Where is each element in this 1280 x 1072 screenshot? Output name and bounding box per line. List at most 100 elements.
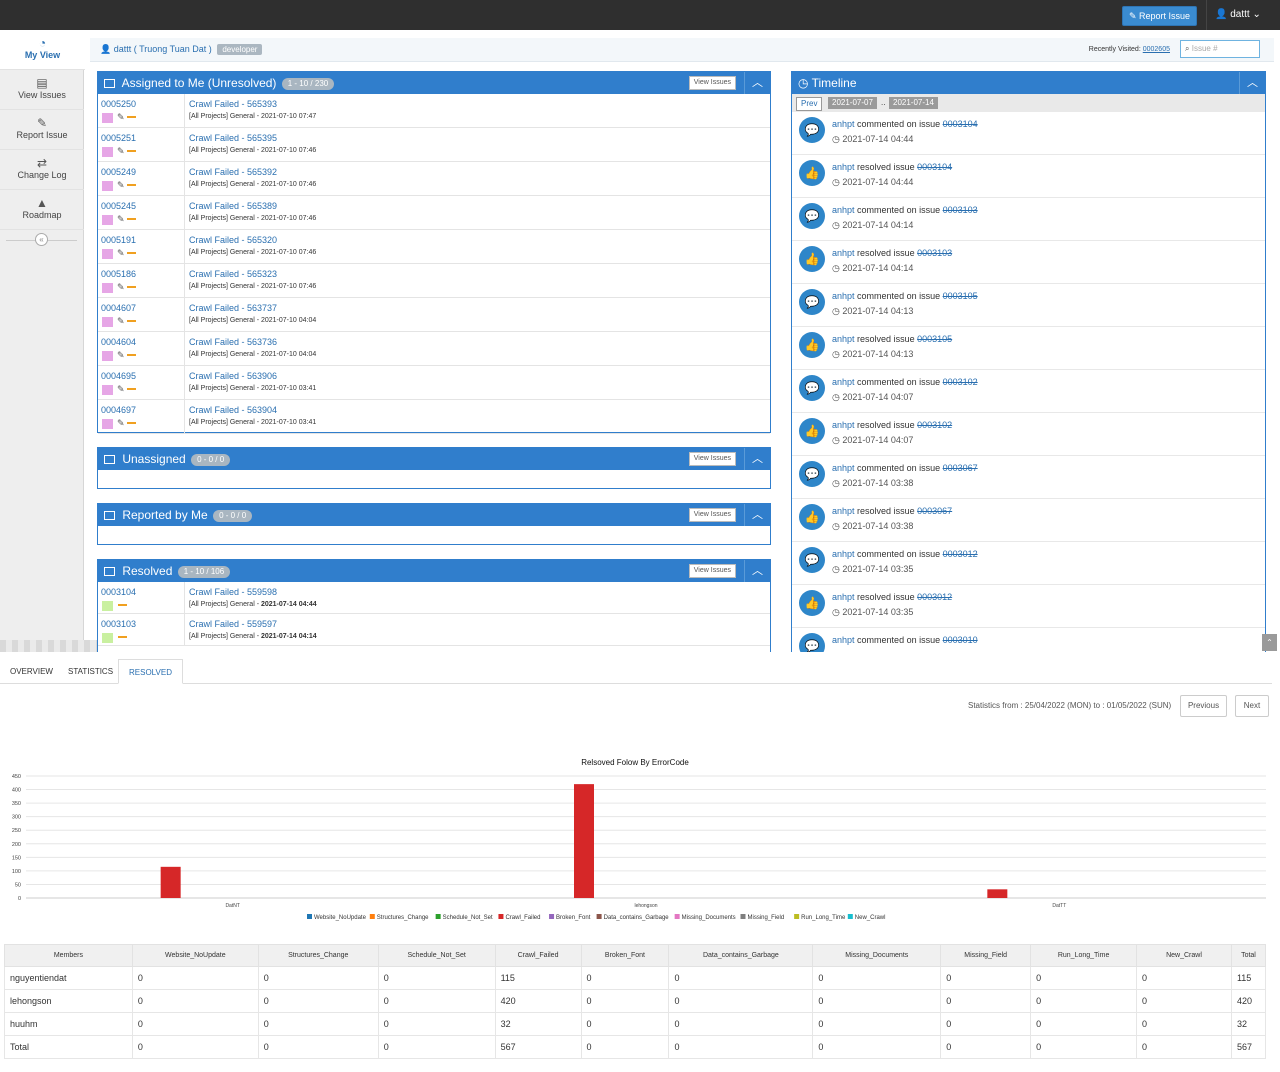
view-issues-button[interactable]: View Issues — [688, 76, 736, 90]
clock-icon: ◷ — [832, 134, 840, 144]
issue-summary-link[interactable]: Crawl Failed - 565393 — [189, 99, 278, 109]
clock-icon: ◷ — [832, 607, 840, 617]
timeline-user-link[interactable]: anhpt — [832, 420, 855, 430]
breadcrumb-user[interactable]: dattt ( Truong Tuan Dat ) — [113, 44, 212, 54]
next-button[interactable]: Next — [1235, 695, 1269, 717]
timeline-user-link[interactable]: anhpt — [832, 377, 855, 387]
timeline-time: 2021-07-14 03:38 — [842, 478, 914, 488]
issue-summary-link[interactable]: Crawl Failed - 563906 — [189, 371, 278, 381]
issue-summary-link[interactable]: Crawl Failed - 559597 — [189, 619, 278, 629]
issue-summary-link[interactable]: Crawl Failed - 565320 — [189, 235, 278, 245]
timeline-issue-link[interactable]: 0003104 — [942, 119, 978, 129]
timeline-prev-button[interactable]: Prev — [796, 97, 823, 111]
timeline-user-link[interactable]: anhpt — [832, 549, 855, 559]
chevron-up-icon[interactable]: ︿ — [1239, 72, 1265, 94]
timeline-issue-link[interactable]: 0003105 — [917, 334, 953, 344]
sidebar: ◔ My View ▤ View Issues ✎ Report Issue ⇄… — [0, 30, 85, 652]
issue-id-link[interactable]: 0004697 — [101, 405, 137, 415]
timeline-user-link[interactable]: anhpt — [832, 205, 855, 215]
user-menu[interactable]: 👤 dattt ⌄ — [1206, 0, 1280, 30]
collapse-icon[interactable]: « — [35, 233, 48, 246]
timeline-issue-link[interactable]: 0003103 — [917, 248, 953, 258]
issue-id-link[interactable]: 0005249 — [101, 167, 137, 177]
x-tick-label: DatNT — [225, 903, 239, 909]
timeline-user-link[interactable]: anhpt — [832, 635, 855, 645]
assigned-header: Assigned to Me (Unresolved) 1 - 10 / 230… — [98, 72, 770, 94]
issue-summary-link[interactable]: Crawl Failed - 563736 — [189, 337, 278, 347]
timeline-action: commented on issue — [857, 377, 941, 387]
issue-summary-link[interactable]: Crawl Failed - 565392 — [189, 167, 278, 177]
timeline-issue-link[interactable]: 0003012 — [917, 592, 953, 602]
timeline-date-to: 2021-07-14 — [889, 97, 938, 109]
report-issue-button[interactable]: ✎ Report Issue — [1122, 6, 1197, 26]
table-header-cell: Run_Long_Time — [1030, 944, 1138, 967]
table-cell: Total — [4, 1035, 133, 1059]
priority-icon — [127, 422, 136, 424]
issue-id-link[interactable]: 0003104 — [101, 587, 137, 597]
tab-statistics[interactable]: STATISTICS — [68, 667, 114, 676]
scroll-top-button[interactable]: ⌃ — [1262, 634, 1277, 651]
view-issues-button[interactable]: View Issues — [688, 452, 736, 466]
timeline-issue-link[interactable]: 0003010 — [942, 635, 978, 645]
timeline-user-link[interactable]: anhpt — [832, 291, 855, 301]
members-table: Members Website_NoUpdate Structures_Change… — [4, 944, 1267, 1059]
issue-id-link[interactable]: 0005191 — [101, 235, 137, 245]
timeline-action: resolved issue — [857, 248, 915, 258]
sidebar-item-change-log[interactable]: ⇄ Change Log — [0, 150, 84, 190]
sidebar-item-roadmap[interactable]: ▲ Roadmap — [0, 190, 84, 230]
issue-id-link[interactable]: 0004604 — [101, 337, 137, 347]
issue-id-link[interactable]: 0005250 — [101, 99, 137, 109]
issue-id-link[interactable]: 0004607 — [101, 303, 137, 313]
issue-id-link[interactable]: 0003103 — [101, 619, 137, 629]
table-cell: nguyentiendat — [4, 966, 133, 990]
widget-title: Reported by Me — [122, 508, 208, 522]
issue-id-link[interactable]: 0005245 — [101, 201, 137, 211]
issue-summary-link[interactable]: Crawl Failed - 563904 — [189, 405, 278, 415]
chevron-up-icon[interactable]: ︿ — [744, 72, 770, 94]
previous-button[interactable]: Previous — [1180, 695, 1227, 717]
issue-summary-link[interactable]: Crawl Failed - 563737 — [189, 303, 278, 313]
timeline-issue-link[interactable]: 0003012 — [942, 549, 978, 559]
timeline-issue-link[interactable]: 0003105 — [942, 291, 978, 301]
timeline-issue-link[interactable]: 0003067 — [942, 463, 978, 473]
table-cell: 115 — [1230, 966, 1267, 990]
sidebar-collapse[interactable]: « — [0, 230, 83, 250]
timeline-user-link[interactable]: anhpt — [832, 463, 855, 473]
recent-issue-link[interactable]: 0002605 — [1142, 46, 1170, 53]
timeline-user-link[interactable]: anhpt — [832, 162, 855, 172]
sidebar-item-report-issue[interactable]: ✎ Report Issue — [0, 110, 84, 150]
timeline-issue-link[interactable]: 0003104 — [917, 162, 953, 172]
issue-summary-link[interactable]: Crawl Failed - 565323 — [189, 269, 278, 279]
sidebar-item-view-issues[interactable]: ▤ View Issues — [0, 70, 84, 110]
timeline-user-link[interactable]: anhpt — [832, 119, 855, 129]
chevron-up-icon[interactable]: ︿ — [744, 448, 770, 470]
view-issues-button[interactable]: View Issues — [688, 564, 736, 578]
issue-id-link[interactable]: 0004695 — [101, 371, 137, 381]
timeline-user-link[interactable]: anhpt — [832, 506, 855, 516]
timeline-user-link[interactable]: anhpt — [832, 248, 855, 258]
timeline-action: resolved issue — [857, 162, 915, 172]
timeline-user-link[interactable]: anhpt — [832, 592, 855, 602]
timeline-issue-link[interactable]: 0003103 — [942, 205, 978, 215]
timeline-issue-link[interactable]: 0003102 — [942, 377, 978, 387]
issue-summary-link[interactable]: Crawl Failed - 559598 — [189, 587, 278, 597]
table-cell: 0 — [257, 966, 379, 990]
chevron-up-icon[interactable]: ︿ — [744, 504, 770, 526]
timeline-issue-link[interactable]: 0003067 — [917, 506, 953, 516]
sidebar-item-my-view[interactable]: ◔ My View — [0, 30, 85, 70]
table-cell: 0 — [812, 966, 942, 990]
issue-summary-link[interactable]: Crawl Failed - 565389 — [189, 201, 278, 211]
issue-search-input[interactable]: ⌕ Issue # — [1180, 40, 1260, 58]
timeline-issue-link[interactable]: 0003102 — [917, 420, 953, 430]
timeline-user-link[interactable]: anhpt — [832, 334, 855, 344]
issue-id-link[interactable]: 0005186 — [101, 269, 137, 279]
issue-meta: [All Projects] General - 2021-07-10 03:4… — [189, 419, 317, 426]
issue-id-link[interactable]: 0005251 — [101, 133, 137, 143]
tab-overview[interactable]: OVERVIEW — [10, 667, 53, 676]
view-issues-button[interactable]: View Issues — [688, 508, 736, 522]
legend-label: Structures_Change — [377, 915, 429, 921]
tab-resolved[interactable]: RESOLVED — [118, 659, 183, 684]
y-tick-label: 0 — [18, 896, 21, 902]
issue-summary-link[interactable]: Crawl Failed - 565395 — [189, 133, 278, 143]
chevron-up-icon[interactable]: ︿ — [744, 560, 770, 582]
